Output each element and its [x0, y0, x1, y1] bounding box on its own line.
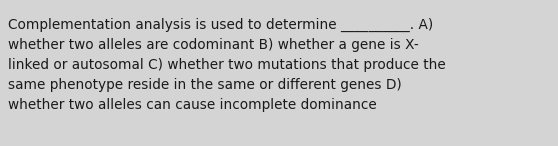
Text: Complementation analysis is used to determine __________. A)
whether two alleles: Complementation analysis is used to dete… — [8, 18, 446, 112]
